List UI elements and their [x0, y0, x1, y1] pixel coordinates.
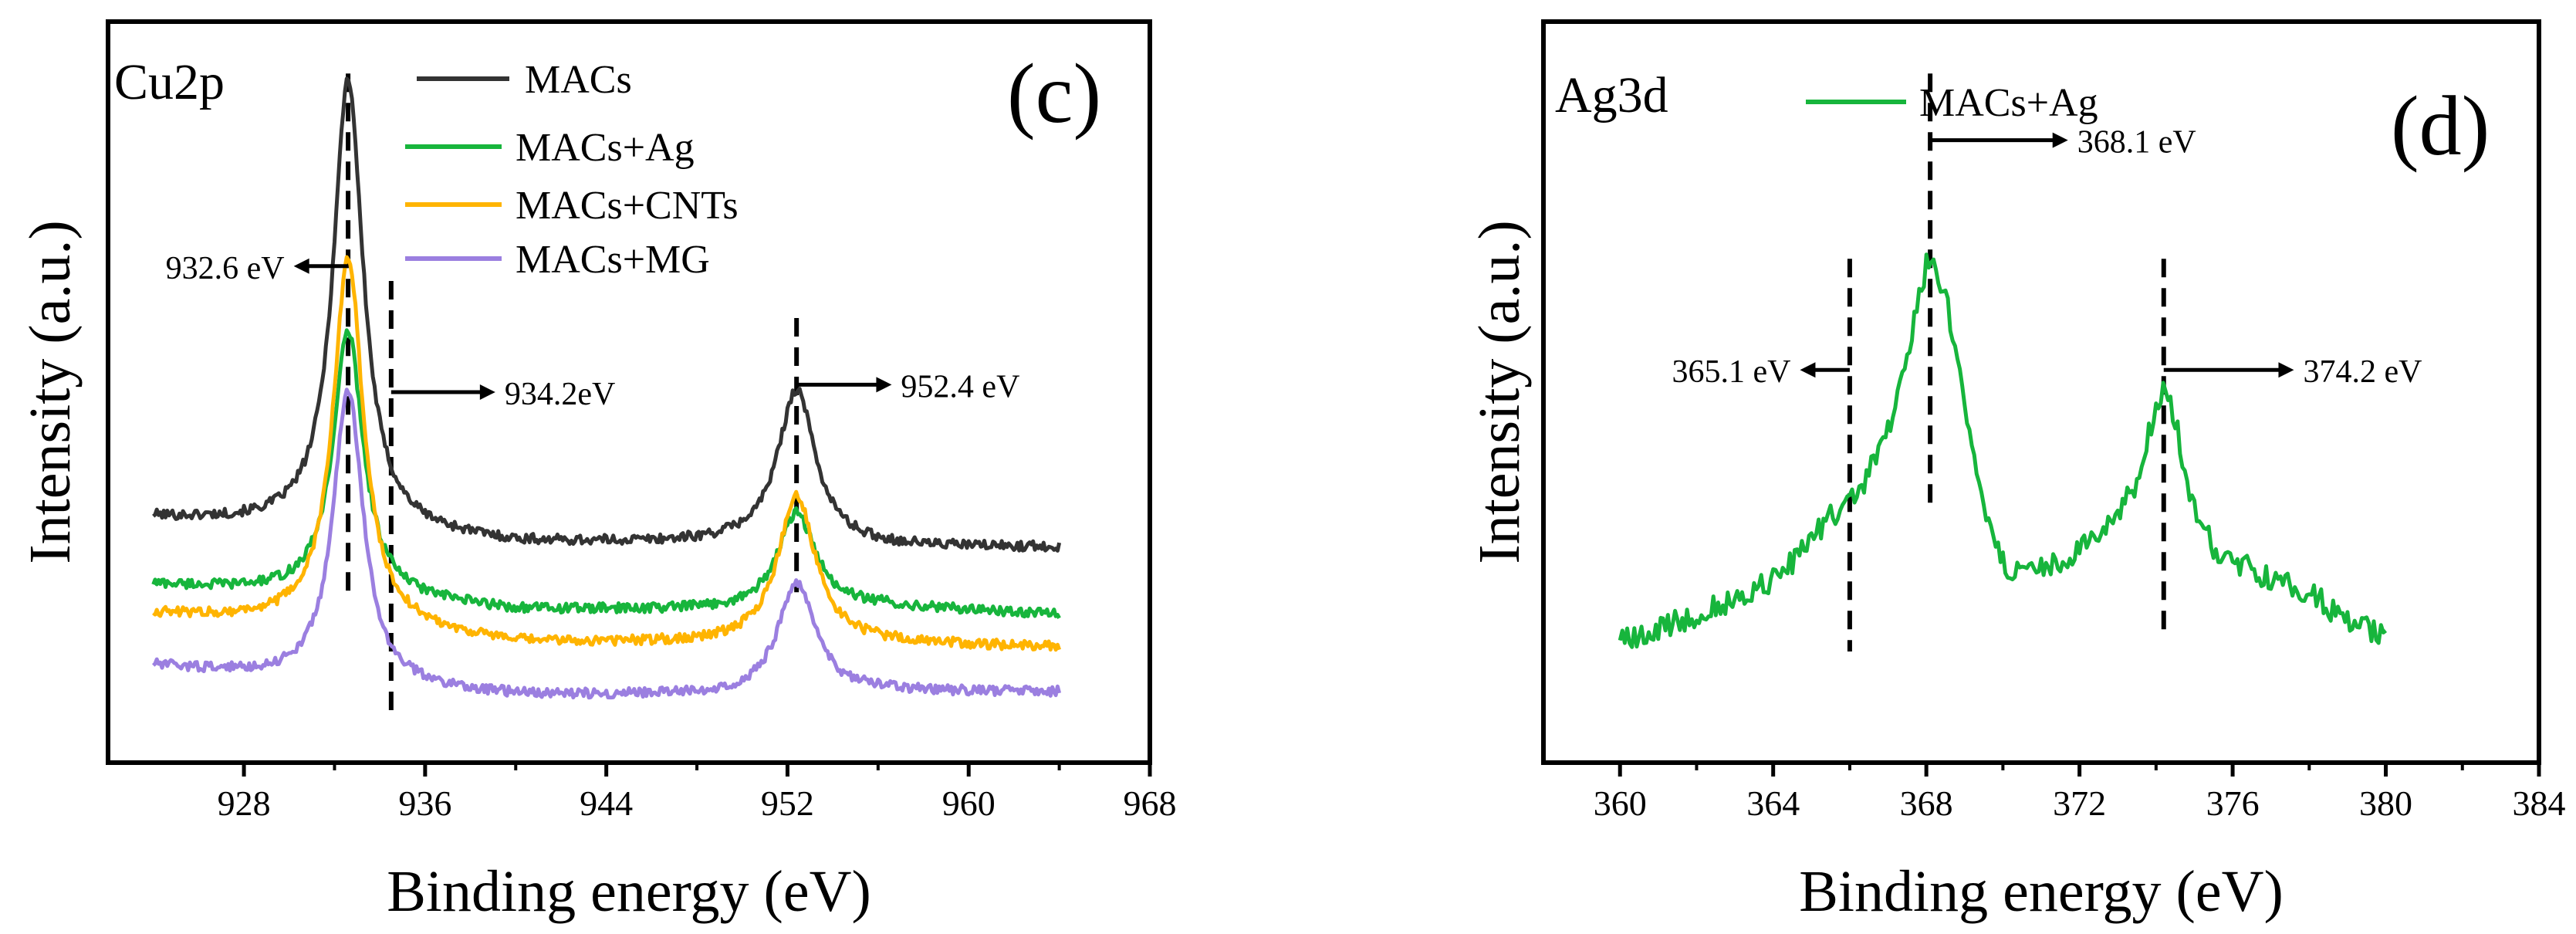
- panel-d-element-label: Ag3d: [1555, 67, 1668, 124]
- x-tick-label: 944: [580, 783, 633, 823]
- panel-c-spectra: [151, 76, 1062, 700]
- spectrum-macs: [152, 76, 1062, 553]
- annotation-label: 368.1 eV: [2077, 125, 2196, 161]
- x-tick-label: 952: [761, 783, 814, 823]
- panel-c-element-label: Cu2p: [114, 54, 225, 110]
- panel-d-peak-markers: [1847, 73, 2166, 651]
- annotation-label: 365.1 eV: [1672, 354, 1790, 390]
- annotation-arrow-head: [1800, 362, 1816, 378]
- panel-c-annotations: 932.6 eV 934.2eV 952.4 eV: [166, 251, 1020, 412]
- x-tick-label: 380: [2359, 783, 2412, 823]
- panel-d-frame: [1541, 19, 2541, 765]
- x-tick-label: 372: [2053, 783, 2106, 823]
- annotation-arrow-head: [2278, 362, 2294, 378]
- annotation-label: 952.4 eV: [901, 369, 1019, 404]
- x-tick-label: 364: [1746, 783, 1800, 823]
- spectrum-macs-ag: [1618, 252, 2388, 649]
- annotation-arrow-head: [2052, 132, 2068, 148]
- legend-label-macs: MACs: [525, 58, 632, 102]
- spectrum-macs-ag: [151, 328, 1061, 619]
- panel-d-ag3d: 360 364 368 372 376 380 384 368.1 eV 365.1 eV 37…: [1467, 19, 2566, 924]
- x-tick-label: 968: [1124, 783, 1177, 823]
- spectrum-macs-mg: [151, 387, 1062, 700]
- panel-c-y-axis-title: Intensity (a.u.): [18, 220, 83, 563]
- annotation-arrow-head: [479, 384, 495, 400]
- panel-d-x-axis-title: Binding energy (eV): [1799, 859, 2284, 924]
- spectrum-macs-cnts: [152, 255, 1061, 652]
- x-tick-label: 368: [1900, 783, 1953, 823]
- x-tick-label: 384: [2513, 783, 2566, 823]
- panel-c-cu2p: 928 936 944 952 960 968 932.6 eV 934.2eV 952.4 …: [18, 19, 1177, 924]
- panel-d-legend: MACs+Ag: [1806, 81, 2098, 125]
- legend-label-macs-cnts: MACs+CNTs: [516, 184, 739, 228]
- panel-d-x-ticks: 360 364 368 372 376 380 384: [1594, 763, 2566, 823]
- annotation-label: 934.2eV: [505, 377, 615, 412]
- annotation-arrow-head: [876, 377, 892, 393]
- panel-d-y-axis-title: Intensity (a.u.): [1467, 220, 1532, 563]
- x-tick-label: 960: [942, 783, 996, 823]
- x-tick-label: 376: [2206, 783, 2260, 823]
- legend-label-macs-mg: MACs+MG: [516, 238, 710, 282]
- x-tick-label: 936: [398, 783, 451, 823]
- annotation-label: 374.2 eV: [2303, 354, 2422, 390]
- legend-label-macs-ag: MACs+Ag: [516, 126, 695, 170]
- panel-c-legend: MACs MACs+Ag MACs+CNTs MACs+MG: [405, 58, 739, 282]
- panel-d-tag: (d): [2391, 79, 2490, 173]
- panel-d-annotations: 368.1 eV 365.1 eV 374.2 eV: [1672, 125, 2422, 391]
- panel-c-frame: [106, 19, 1152, 765]
- x-tick-label: 928: [218, 783, 271, 823]
- panel-c-x-ticks: 928 936 944 952 960 968: [218, 763, 1177, 823]
- panel-c-x-axis-title: Binding energy (eV): [387, 859, 871, 924]
- panel-c-tag: (c): [1007, 46, 1101, 140]
- legend-label-macs-ag-d: MACs+Ag: [1919, 81, 2098, 125]
- annotation-arrow-head: [293, 258, 309, 274]
- panel-d-spectra: [1618, 252, 2388, 649]
- annotation-label: 932.6 eV: [166, 251, 285, 286]
- x-tick-label: 360: [1594, 783, 1647, 823]
